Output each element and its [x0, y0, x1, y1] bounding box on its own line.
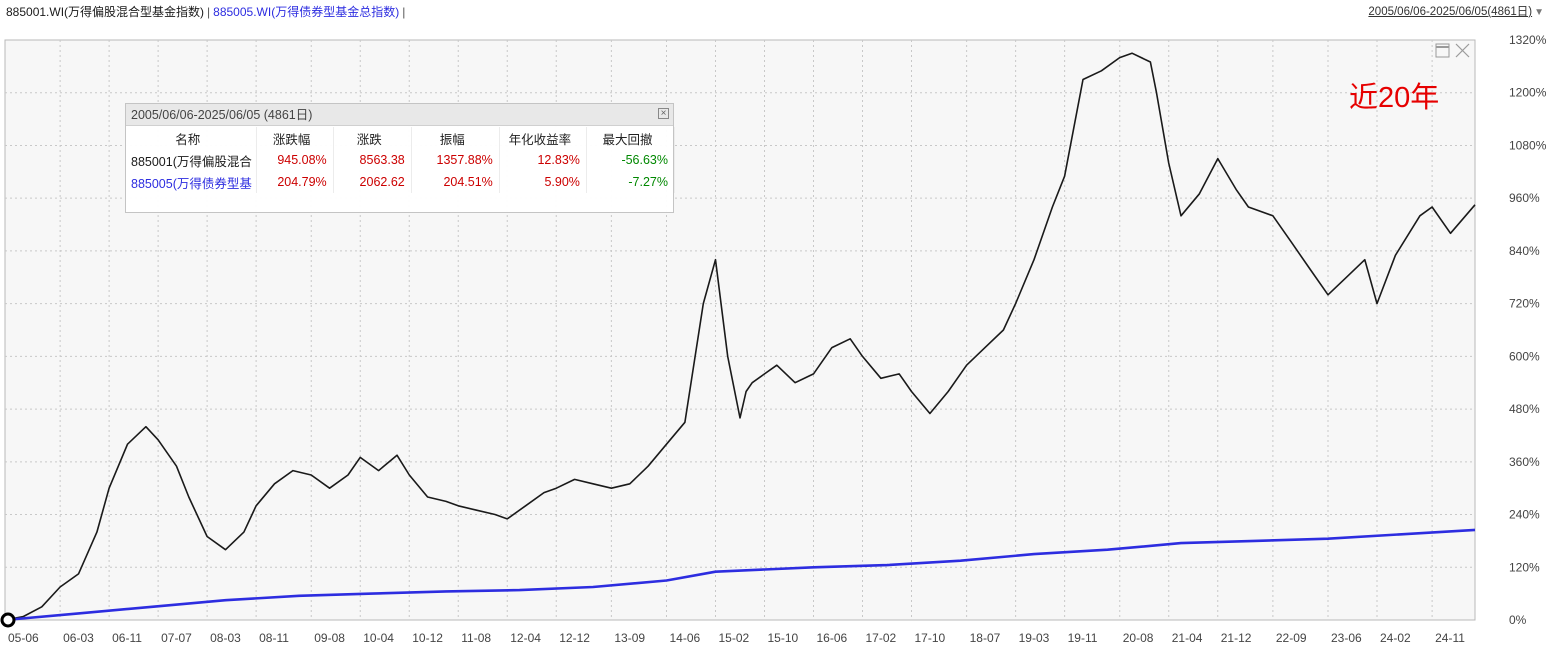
- row-max-drawdown: -7.27%: [586, 171, 676, 193]
- y-tick-label: 1080%: [1509, 138, 1547, 152]
- series-line-885005[interactable]: [4, 528, 1476, 622]
- close-icon[interactable]: ×: [658, 108, 669, 119]
- x-tick-label: 19-03: [1019, 631, 1050, 645]
- x-tick-label: 19-11: [1068, 631, 1098, 645]
- stats-period: 2005/06/06-2025/06/05 (4861日): [131, 108, 313, 122]
- row-change-pct: 945.08%: [256, 149, 334, 171]
- y-tick-label: 480%: [1509, 402, 1540, 416]
- series-line-885001[interactable]: [4, 52, 1476, 621]
- start-marker-icon[interactable]: [0, 612, 16, 628]
- table-row[interactable]: 885005(万得债券型基 204.79% 2062.62 204.51% 5.…: [126, 171, 676, 193]
- x-tick-label: 24-11: [1435, 631, 1465, 645]
- date-range-selector[interactable]: 2005/06/06-2025/06/05(4861日) ▼: [1368, 0, 1544, 25]
- y-tick-label: 120%: [1509, 560, 1540, 574]
- stats-header-row: 名称 涨跌幅 涨跌 振幅 年化收益率 最大回撤: [126, 127, 676, 149]
- x-tick-label: 22-09: [1276, 631, 1307, 645]
- close-chart-icon[interactable]: [1455, 43, 1470, 58]
- row-amplitude: 1357.88%: [411, 149, 500, 171]
- x-tick-label: 21-12: [1221, 631, 1252, 645]
- col-header-change-pct: 涨跌幅: [256, 127, 334, 149]
- y-tick-label: 0%: [1509, 613, 1527, 627]
- x-tick-label: 08-03: [210, 631, 241, 645]
- y-tick-label: 840%: [1509, 244, 1540, 258]
- x-tick-label: 13-09: [614, 631, 645, 645]
- x-tick-label: 18-07: [970, 631, 1001, 645]
- y-tick-label: 720%: [1509, 297, 1540, 311]
- x-tick-label: 24-02: [1380, 631, 1411, 645]
- col-header-max-drawdown: 最大回撤: [586, 127, 676, 149]
- x-tick-label: 17-10: [915, 631, 946, 645]
- series-layer: [4, 52, 1476, 622]
- y-tick-label: 1320%: [1509, 33, 1547, 47]
- row-name: 885005(万得债券型基: [126, 171, 257, 193]
- x-tick-label: 15-10: [768, 631, 799, 645]
- col-header-annualized: 年化收益率: [499, 127, 587, 149]
- row-amplitude: 204.51%: [411, 171, 500, 193]
- title-bar: 885001.WI(万得偏股混合型基金指数) | 885005.WI(万得债券型基金…: [0, 0, 1552, 24]
- x-tick-label: 23-06: [1331, 631, 1362, 645]
- stats-panel-header: 2005/06/06-2025/06/05 (4861日) ×: [126, 104, 673, 126]
- col-header-name: 名称: [126, 127, 257, 149]
- row-annualized: 5.90%: [499, 171, 587, 193]
- maximize-icon[interactable]: [1435, 43, 1450, 58]
- series-title: 885001.WI(万得偏股混合型基金指数) | 885005.WI(万得债券型基金…: [6, 0, 408, 24]
- x-tick-label: 12-12: [559, 631, 590, 645]
- table-row[interactable]: 885001(万得偏股混合 945.08% 8563.38 1357.88% 1…: [126, 149, 676, 171]
- x-tick-label: 17-02: [866, 631, 897, 645]
- date-range-text[interactable]: 2005/06/06-2025/06/05(4861日): [1368, 6, 1533, 18]
- row-max-drawdown: -56.63%: [586, 149, 676, 171]
- x-tick-label: 16-06: [817, 631, 848, 645]
- y-tick-label: 360%: [1509, 455, 1540, 469]
- row-change: 8563.38: [333, 149, 412, 171]
- x-tick-label: 20-08: [1123, 631, 1154, 645]
- x-tick-label: 11-08: [461, 631, 491, 645]
- col-header-amplitude: 振幅: [411, 127, 500, 149]
- x-tick-label: 06-03: [63, 631, 94, 645]
- row-name: 885001(万得偏股混合: [126, 149, 257, 171]
- x-tick-label: 07-07: [161, 631, 192, 645]
- col-header-change: 涨跌: [333, 127, 412, 149]
- x-tick-label: 15-02: [719, 631, 750, 645]
- x-tick-label: 05-06: [8, 631, 39, 645]
- stats-panel[interactable]: 2005/06/06-2025/06/05 (4861日) × 名称 涨跌幅 涨…: [125, 103, 676, 213]
- row-change: 2062.62: [333, 171, 412, 193]
- x-tick-label: 09-08: [314, 631, 345, 645]
- x-axis: 05-06 06-03 06-11 07-07 08-03 08-11 09-08 10-04…: [8, 631, 1465, 645]
- x-tick-label: 08-11: [259, 631, 289, 645]
- dropdown-arrow-icon[interactable]: ▼: [1534, 7, 1544, 18]
- title-separator: |: [207, 5, 211, 19]
- y-tick-label: 240%: [1509, 508, 1540, 522]
- stats-table: 名称 涨跌幅 涨跌 振幅 年化收益率 最大回撤 885001(万得偏股混合 94…: [126, 127, 676, 193]
- x-tick-label: 06-11: [112, 631, 142, 645]
- y-tick-label: 600%: [1509, 349, 1540, 363]
- y-tick-label: 1200%: [1509, 86, 1547, 100]
- x-tick-label: 12-04: [510, 631, 541, 645]
- y-tick-label: 960%: [1509, 191, 1540, 205]
- title-separator-2: |: [402, 5, 406, 19]
- series-b-title[interactable]: 885005.WI(万得债券型基金总指数): [213, 5, 400, 19]
- x-tick-label: 10-12: [412, 631, 443, 645]
- row-annualized: 12.83%: [499, 149, 587, 171]
- x-tick-label: 14-06: [670, 631, 701, 645]
- row-change-pct: 204.79%: [256, 171, 334, 193]
- x-tick-label: 21-04: [1172, 631, 1203, 645]
- x-tick-label: 10-04: [363, 631, 394, 645]
- y-axis: 0% 120% 240% 360% 480% 600% 720% 840% 960% 1080% 1…: [1509, 33, 1547, 627]
- period-annotation: 近20年: [1349, 82, 1440, 114]
- series-a-title[interactable]: 885001.WI(万得偏股混合型基金指数): [6, 5, 205, 19]
